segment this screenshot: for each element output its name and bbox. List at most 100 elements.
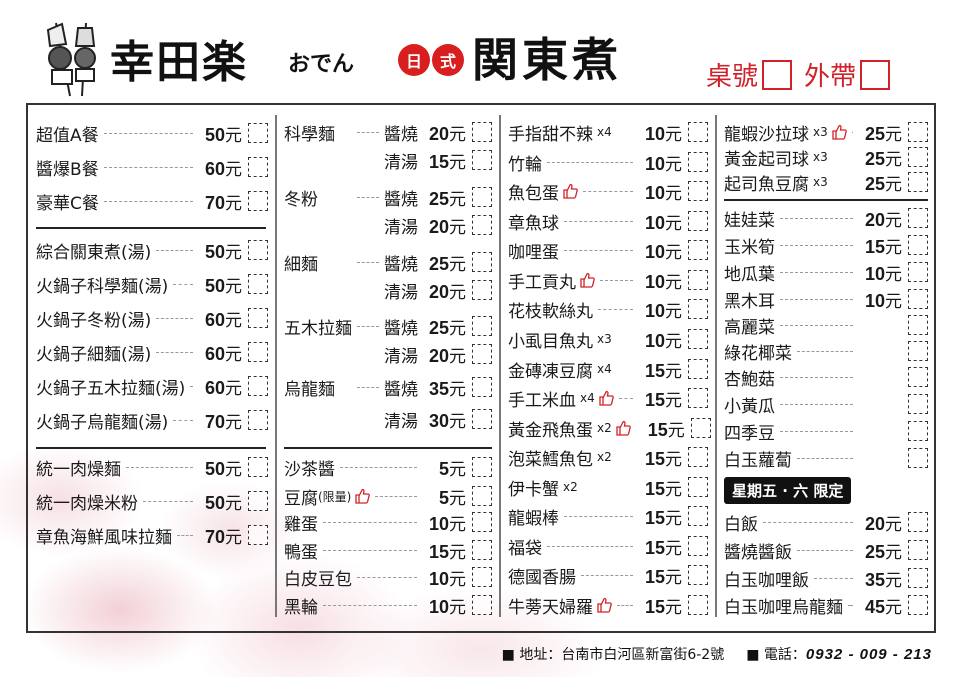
order-checkbox[interactable] xyxy=(908,448,928,468)
order-checkbox[interactable] xyxy=(472,567,492,587)
order-checkbox[interactable] xyxy=(472,280,492,300)
order-checkbox[interactable] xyxy=(248,457,268,477)
order-checkbox[interactable] xyxy=(688,506,708,526)
menu-item[interactable]: 手工貢丸 10元 xyxy=(508,267,708,293)
menu-item[interactable]: 火鍋子五木拉麵(湯) 60元 xyxy=(36,373,268,399)
menu-item[interactable]: 手指甜不辣 x4 10元 xyxy=(508,119,708,145)
menu-item[interactable]: 伊卡蟹 x2 15元 xyxy=(508,474,708,500)
order-checkbox[interactable] xyxy=(908,367,928,387)
order-checkbox[interactable] xyxy=(908,289,928,309)
order-checkbox[interactable] xyxy=(472,344,492,364)
order-checkbox[interactable] xyxy=(688,565,708,585)
order-checkbox[interactable] xyxy=(908,235,928,255)
menu-item[interactable]: 章魚海鮮風味拉麵 70元 xyxy=(36,522,268,548)
order-checkbox[interactable] xyxy=(688,447,708,467)
menu-item[interactable]: 清湯 20元 xyxy=(284,212,492,238)
menu-item[interactable]: 綠花椰菜 xyxy=(724,338,928,364)
order-checkbox[interactable] xyxy=(472,215,492,235)
order-checkbox[interactable] xyxy=(908,172,928,192)
order-checkbox[interactable] xyxy=(472,486,492,506)
menu-item[interactable]: 清湯 20元 xyxy=(284,341,492,367)
order-checkbox[interactable] xyxy=(248,274,268,294)
menu-item[interactable]: 冬粉 醬燒 25元 xyxy=(284,184,492,210)
menu-item[interactable]: 黃金飛魚蛋 x2 15元 xyxy=(508,415,711,441)
menu-item[interactable]: 黑輪 10元 xyxy=(284,592,492,618)
order-checkbox[interactable] xyxy=(472,540,492,560)
menu-item[interactable]: 清湯 30元 xyxy=(284,406,492,432)
menu-item[interactable]: 章魚球 10元 xyxy=(508,208,708,234)
menu-item[interactable]: 牛蒡天婦羅 15元 xyxy=(508,592,708,618)
menu-item[interactable]: 德國香腸 15元 xyxy=(508,562,708,588)
menu-item[interactable]: 白飯 20元 xyxy=(724,509,928,535)
menu-item[interactable]: 高麗菜 xyxy=(724,312,928,338)
order-checkbox[interactable] xyxy=(472,316,492,336)
menu-item[interactable]: 統一肉燥米粉 50元 xyxy=(36,488,268,514)
order-checkbox[interactable] xyxy=(688,595,708,615)
menu-item[interactable]: 小黃瓜 xyxy=(724,391,928,417)
menu-item[interactable]: 清湯 15元 xyxy=(284,147,492,173)
menu-item[interactable]: 豆腐 (限量) 5元 xyxy=(284,483,492,509)
order-checkbox[interactable] xyxy=(472,595,492,615)
order-checkbox[interactable] xyxy=(688,299,708,319)
menu-item[interactable]: 五木拉麵 醬燒 25元 xyxy=(284,313,492,339)
order-checkbox[interactable] xyxy=(248,410,268,430)
menu-item[interactable]: 白玉咖哩烏龍麵 45元 xyxy=(724,592,928,618)
menu-item[interactable]: 杏鮑菇 xyxy=(724,364,928,390)
order-checkbox[interactable] xyxy=(688,388,708,408)
menu-item[interactable]: 豪華C餐 70元 xyxy=(36,188,268,214)
menu-item[interactable]: 四季豆 xyxy=(724,418,928,444)
menu-item[interactable]: 玉米筍 15元 xyxy=(724,232,928,258)
menu-item[interactable]: 白皮豆包 10元 xyxy=(284,564,492,590)
menu-item[interactable]: 龍蝦棒 15元 xyxy=(508,503,708,529)
order-checkbox[interactable] xyxy=(908,595,928,615)
order-checkbox[interactable] xyxy=(472,122,492,142)
order-checkbox[interactable] xyxy=(908,208,928,228)
menu-item[interactable]: 火鍋子細麵(湯) 60元 xyxy=(36,339,268,365)
order-checkbox[interactable] xyxy=(688,240,708,260)
order-checkbox[interactable] xyxy=(688,536,708,556)
menu-item[interactable]: 白玉蘿蔔 xyxy=(724,445,928,471)
order-checkbox[interactable] xyxy=(472,187,492,207)
takeout-checkbox[interactable] xyxy=(860,59,891,90)
order-checkbox[interactable] xyxy=(248,191,268,211)
order-checkbox[interactable] xyxy=(248,342,268,362)
order-checkbox[interactable] xyxy=(688,329,708,349)
order-checkbox[interactable] xyxy=(248,376,268,396)
menu-item[interactable]: 黑木耳 10元 xyxy=(724,286,928,312)
order-checkbox[interactable] xyxy=(472,512,492,532)
order-checkbox[interactable] xyxy=(472,457,492,477)
menu-item[interactable]: 超值A餐 50元 xyxy=(36,120,268,146)
order-checkbox[interactable] xyxy=(472,150,492,170)
order-checkbox[interactable] xyxy=(688,270,708,290)
order-checkbox[interactable] xyxy=(908,147,928,167)
order-checkbox[interactable] xyxy=(690,418,711,438)
menu-item[interactable]: 咖哩蛋 10元 xyxy=(508,237,708,263)
order-checkbox[interactable] xyxy=(248,308,268,328)
menu-item[interactable]: 鴨蛋 15元 xyxy=(284,537,492,563)
menu-item[interactable]: 金磚凍豆腐 x4 15元 xyxy=(508,356,708,382)
order-checkbox[interactable] xyxy=(688,152,708,172)
menu-item[interactable]: 花枝軟絲丸 10元 xyxy=(508,296,708,322)
menu-item[interactable]: 清湯 20元 xyxy=(284,277,492,303)
menu-item[interactable]: 雞蛋 10元 xyxy=(284,509,492,535)
order-checkbox[interactable] xyxy=(908,394,928,414)
table-number-box[interactable] xyxy=(762,59,793,90)
menu-item[interactable]: 醬爆B餐 60元 xyxy=(36,154,268,180)
order-checkbox[interactable] xyxy=(472,409,492,429)
menu-item[interactable]: 火鍋子科學麵(湯) 50元 xyxy=(36,271,268,297)
order-checkbox[interactable] xyxy=(688,477,708,497)
menu-item[interactable]: 細麵 醬燒 25元 xyxy=(284,249,492,275)
menu-item[interactable]: 烏龍麵 醬燒 35元 xyxy=(284,374,492,400)
order-checkbox[interactable] xyxy=(908,512,928,532)
order-checkbox[interactable] xyxy=(688,122,708,142)
order-checkbox[interactable] xyxy=(688,181,708,201)
order-checkbox[interactable] xyxy=(248,491,268,511)
order-checkbox[interactable] xyxy=(908,540,928,560)
order-checkbox[interactable] xyxy=(248,123,268,143)
menu-item[interactable]: 黃金起司球 x3 25元 xyxy=(724,144,928,170)
menu-item[interactable]: 福袋 15元 xyxy=(508,533,708,559)
order-checkbox[interactable] xyxy=(908,568,928,588)
menu-item[interactable]: 地瓜葉 10元 xyxy=(724,259,928,285)
order-checkbox[interactable] xyxy=(248,525,268,545)
menu-item[interactable]: 魚包蛋 10元 xyxy=(508,178,708,204)
